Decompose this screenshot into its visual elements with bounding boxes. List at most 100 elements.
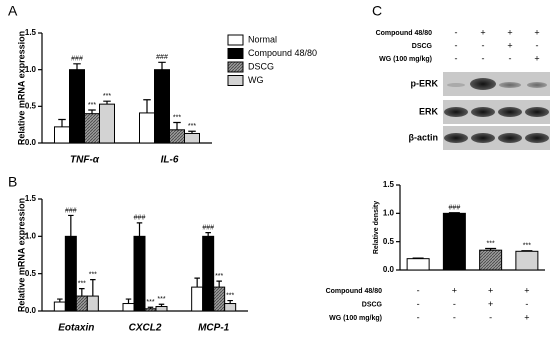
error-bar <box>216 280 222 288</box>
significance-label: *** <box>157 296 165 303</box>
bar <box>75 295 88 312</box>
error-bar <box>147 306 154 309</box>
treatment-sign: - <box>536 40 539 50</box>
y-tick-label: 0.5 <box>383 237 395 246</box>
bar <box>139 112 155 144</box>
treatment-sign: - <box>453 299 456 309</box>
treatment-label: DSCG <box>412 43 433 50</box>
panel-letter: A <box>8 3 18 19</box>
bar <box>213 286 226 312</box>
significance-label: ### <box>65 207 77 214</box>
significance-label: ### <box>134 215 146 222</box>
significance-label: *** <box>88 102 96 109</box>
treatment-sign: - <box>455 53 458 63</box>
significance-label: *** <box>188 123 196 130</box>
error-bar <box>173 121 181 130</box>
bar <box>202 235 215 312</box>
legend-label: Compound 48/80 <box>248 48 317 58</box>
treatment-sign: - <box>417 312 420 322</box>
legend-label: Normal <box>248 34 277 44</box>
treatment-sign: - <box>453 312 456 322</box>
treatment-sign: + <box>534 53 539 63</box>
y-tick-label: 1.0 <box>383 208 395 217</box>
bar <box>155 306 168 312</box>
bar <box>169 129 185 144</box>
error-bar <box>158 61 166 70</box>
significance-label: ### <box>71 56 83 63</box>
bar <box>154 69 170 144</box>
treatment-sign: - <box>455 27 458 37</box>
significance-label: *** <box>103 93 111 100</box>
bar <box>84 113 100 144</box>
legend-label: WG <box>248 75 264 85</box>
treatment-sign: + <box>452 285 457 295</box>
x-tick-label: IL-6 <box>161 155 179 166</box>
bar <box>69 69 85 144</box>
treatment-sign: - <box>489 312 492 322</box>
error-bar <box>205 232 211 237</box>
x-tick-label: TNF-α <box>70 155 100 166</box>
bar <box>144 308 157 312</box>
panel-letter: B <box>8 174 17 190</box>
significance-label: *** <box>78 280 86 287</box>
y-tick-label: 1.5 <box>25 194 37 203</box>
significance-label: *** <box>89 271 97 278</box>
bar <box>99 103 115 144</box>
bar <box>406 258 430 271</box>
bar <box>133 235 146 312</box>
legend-swatch <box>227 61 244 73</box>
bar <box>184 132 200 144</box>
error-bar <box>158 303 165 307</box>
treatment-sign: + <box>507 40 512 50</box>
treatment-label: WG (100 mg/kg) <box>379 56 432 63</box>
bar <box>64 235 77 312</box>
y-tick-label: 0.0 <box>25 306 37 315</box>
x-tick-label: CXCL2 <box>129 323 162 334</box>
error-bar <box>227 299 233 304</box>
error-bar <box>57 298 63 303</box>
treatment-sign: - <box>482 53 485 63</box>
treatment-sign: + <box>524 312 529 322</box>
y-tick-label: 0.0 <box>383 265 395 274</box>
error-bar <box>90 279 96 297</box>
blot-band-label: p-ERK <box>411 78 439 88</box>
legend-swatch <box>227 34 244 46</box>
y-axis-label: Relative density <box>373 201 380 254</box>
blot-band-label: β-actin <box>409 132 439 142</box>
treatment-sign: + <box>507 27 512 37</box>
significance-label: ### <box>202 224 214 231</box>
y-tick-label: 1.5 <box>25 28 37 37</box>
y-tick-label: 0.5 <box>25 269 37 278</box>
significance-label: ### <box>449 205 461 212</box>
error-bar <box>103 100 111 105</box>
error-bar <box>188 130 196 134</box>
bar <box>224 303 237 312</box>
error-bar <box>125 298 132 304</box>
treatment-sign: - <box>417 299 420 309</box>
panel-letter: C <box>372 3 382 19</box>
y-tick-label: 0.5 <box>25 101 37 110</box>
error-bar <box>136 222 143 237</box>
treatment-sign: - <box>482 40 485 50</box>
treatment-label: WG (100 mg/kg) <box>329 315 382 322</box>
bar <box>515 250 539 271</box>
treatment-sign: + <box>488 285 493 295</box>
error-bar <box>412 257 424 259</box>
bar <box>86 295 99 312</box>
bar <box>191 286 204 312</box>
legend-swatch <box>227 48 244 59</box>
significance-label: *** <box>226 292 234 299</box>
error-bar <box>58 118 66 127</box>
legend-label: DSCG <box>248 61 274 71</box>
significance-label: ### <box>156 54 168 61</box>
blot-band-label: ERK <box>419 106 439 116</box>
significance-label: *** <box>146 299 154 306</box>
bar <box>122 303 135 312</box>
bar <box>442 212 466 271</box>
y-tick-label: 1.0 <box>25 231 37 240</box>
error-bar <box>194 277 200 288</box>
y-axis-label: Relative mRNA expression <box>16 31 26 145</box>
x-tick-label: MCP-1 <box>198 323 230 334</box>
treatment-sign: - <box>509 53 512 63</box>
